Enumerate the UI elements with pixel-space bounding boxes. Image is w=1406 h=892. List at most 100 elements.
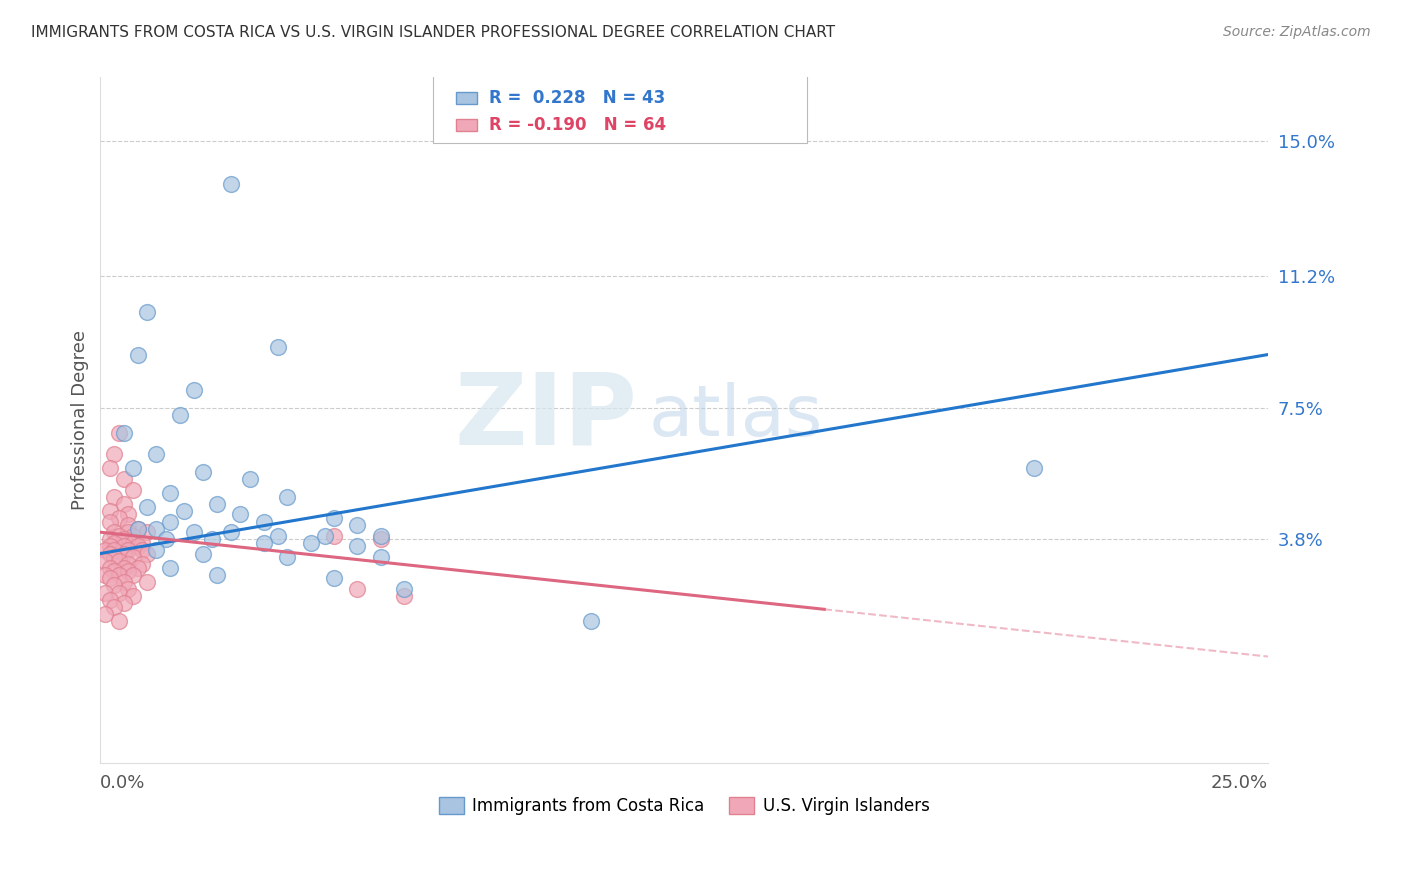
Point bbox=[94, 553, 117, 567]
Point bbox=[127, 560, 149, 574]
Point bbox=[112, 596, 135, 610]
Point bbox=[370, 529, 392, 543]
Point bbox=[159, 560, 181, 574]
Point bbox=[131, 536, 153, 550]
Point bbox=[103, 578, 125, 592]
Point bbox=[117, 557, 139, 571]
Point bbox=[183, 525, 205, 540]
Point bbox=[322, 511, 344, 525]
Point bbox=[103, 599, 125, 614]
Point bbox=[103, 564, 125, 578]
Point bbox=[94, 543, 117, 558]
Point bbox=[98, 504, 121, 518]
Point bbox=[127, 347, 149, 361]
Point bbox=[145, 543, 167, 558]
Point bbox=[112, 472, 135, 486]
Point bbox=[108, 553, 131, 567]
Text: atlas: atlas bbox=[650, 383, 824, 451]
Point bbox=[103, 447, 125, 461]
Point bbox=[103, 536, 125, 550]
Point bbox=[314, 529, 336, 543]
Point bbox=[94, 585, 117, 599]
Point bbox=[98, 571, 121, 585]
Point bbox=[322, 571, 344, 585]
Point bbox=[346, 518, 368, 533]
Text: ZIP: ZIP bbox=[454, 368, 637, 466]
Text: 0.0%: 0.0% bbox=[100, 773, 146, 792]
Point bbox=[122, 589, 145, 603]
Text: R =  0.228   N = 43: R = 0.228 N = 43 bbox=[489, 89, 665, 107]
Y-axis label: Professional Degree: Professional Degree bbox=[72, 330, 89, 510]
Point bbox=[276, 490, 298, 504]
Point bbox=[127, 522, 149, 536]
Point bbox=[253, 515, 276, 529]
Point bbox=[122, 483, 145, 497]
Point bbox=[219, 525, 242, 540]
Point bbox=[136, 500, 159, 515]
Point bbox=[205, 567, 228, 582]
Point bbox=[136, 547, 159, 561]
Point bbox=[370, 550, 392, 565]
Point bbox=[159, 515, 181, 529]
Point bbox=[112, 533, 135, 547]
FancyBboxPatch shape bbox=[457, 92, 478, 104]
Text: IMMIGRANTS FROM COSTA RICA VS U.S. VIRGIN ISLANDER PROFESSIONAL DEGREE CORRELATI: IMMIGRANTS FROM COSTA RICA VS U.S. VIRGI… bbox=[31, 25, 835, 40]
Point bbox=[136, 305, 159, 319]
Point bbox=[239, 472, 262, 486]
Point bbox=[98, 540, 121, 554]
Point bbox=[108, 425, 131, 440]
Point bbox=[219, 177, 242, 191]
Point bbox=[1024, 461, 1046, 475]
Point bbox=[98, 592, 121, 607]
Point bbox=[117, 518, 139, 533]
Legend: Immigrants from Costa Rica, U.S. Virgin Islanders: Immigrants from Costa Rica, U.S. Virgin … bbox=[430, 789, 938, 823]
Point bbox=[145, 447, 167, 461]
Point bbox=[112, 574, 135, 589]
Point bbox=[267, 341, 290, 355]
Point bbox=[117, 582, 139, 596]
Point bbox=[108, 585, 131, 599]
Point bbox=[155, 533, 177, 547]
Point bbox=[108, 567, 131, 582]
Text: Source: ZipAtlas.com: Source: ZipAtlas.com bbox=[1223, 25, 1371, 39]
Point bbox=[392, 582, 415, 596]
Point bbox=[267, 529, 290, 543]
Point bbox=[98, 515, 121, 529]
Point bbox=[346, 540, 368, 554]
Point bbox=[103, 525, 125, 540]
Point bbox=[131, 543, 153, 558]
Point bbox=[94, 567, 117, 582]
FancyBboxPatch shape bbox=[457, 119, 478, 131]
FancyBboxPatch shape bbox=[433, 70, 807, 143]
Point bbox=[127, 540, 149, 554]
Point bbox=[103, 543, 125, 558]
Point bbox=[108, 614, 131, 628]
Point bbox=[136, 525, 159, 540]
Point bbox=[122, 550, 145, 565]
Point bbox=[346, 582, 368, 596]
Point bbox=[117, 508, 139, 522]
Point bbox=[112, 547, 135, 561]
Point bbox=[131, 557, 153, 571]
Point bbox=[122, 536, 145, 550]
Point bbox=[191, 465, 214, 479]
Point bbox=[145, 522, 167, 536]
Point bbox=[169, 408, 191, 422]
Point bbox=[98, 533, 121, 547]
Point bbox=[103, 490, 125, 504]
Point bbox=[112, 425, 135, 440]
Point bbox=[370, 533, 392, 547]
Point bbox=[108, 529, 131, 543]
Point bbox=[117, 525, 139, 540]
Point bbox=[98, 461, 121, 475]
Point bbox=[117, 564, 139, 578]
Point bbox=[253, 536, 276, 550]
Point bbox=[108, 511, 131, 525]
Point bbox=[122, 567, 145, 582]
Point bbox=[136, 574, 159, 589]
Point bbox=[159, 486, 181, 500]
Point bbox=[122, 529, 145, 543]
Point bbox=[127, 522, 149, 536]
Point bbox=[322, 529, 344, 543]
Point bbox=[122, 461, 145, 475]
